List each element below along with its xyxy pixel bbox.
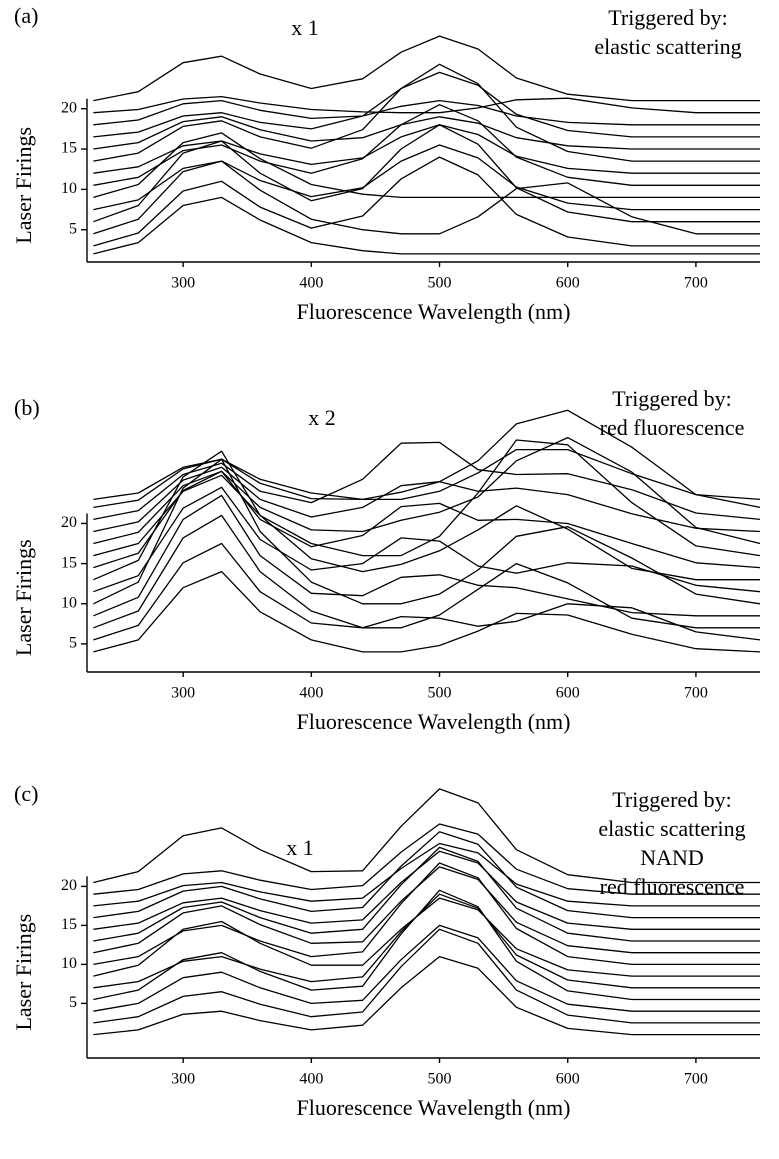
x-tick-label: 500 (428, 275, 452, 292)
spectrum-trace (93, 436, 761, 545)
spectrum-trace (93, 124, 760, 174)
spectrum-trace (93, 470, 761, 569)
y-axis-label: Laser Firings (11, 914, 36, 1031)
x-tick-label: 600 (556, 685, 580, 702)
spectrum-trace (93, 823, 760, 895)
x-tick-label: 400 (299, 1071, 323, 1088)
trigger-text: NAND (640, 845, 704, 870)
spectrum-trace (93, 439, 761, 557)
spectrum-trace (93, 450, 760, 581)
spectrum-trace (93, 846, 760, 942)
spectrum-trace (93, 897, 760, 977)
y-axis-label: Laser Firings (11, 539, 36, 656)
y-tick-label: 10 (61, 955, 77, 972)
scale-label: x 2 (308, 405, 336, 430)
trigger-text: red fluorescence (600, 874, 745, 899)
spectrum-trace (93, 862, 760, 966)
panel-label: (c) (14, 781, 38, 806)
y-tick-label: 15 (61, 140, 77, 157)
spectrum-trace (93, 570, 761, 653)
spectrum-trace (93, 494, 760, 617)
spectrum-trace (93, 893, 760, 989)
y-tick-label: 20 (61, 99, 77, 116)
y-tick-label: 5 (69, 994, 77, 1011)
trigger-text: red fluorescence (600, 415, 745, 440)
spectrum-trace (93, 458, 761, 605)
spectrum-trace (93, 850, 760, 930)
x-tick-label: 500 (428, 685, 452, 702)
spectrum-trace (93, 441, 761, 521)
spectrum-trace (93, 132, 760, 199)
spectrum-trace (93, 542, 761, 641)
x-tick-label: 600 (556, 1071, 580, 1088)
spectrum-trace (93, 99, 760, 126)
x-tick-label: 300 (171, 685, 195, 702)
spectrum-trace (93, 842, 760, 907)
spectrum-trace (93, 831, 760, 919)
x-axis-label: Fluorescence Wavelength (nm) (297, 299, 571, 324)
x-tick-label: 500 (428, 1071, 452, 1088)
spectrum-trace (93, 448, 761, 501)
spectrum-trace (93, 116, 760, 150)
y-tick-label: 10 (61, 180, 77, 197)
spectrum-trace (93, 955, 760, 1036)
y-tick-label: 15 (61, 554, 77, 571)
panel-label: (a) (14, 3, 38, 28)
x-tick-label: 700 (684, 275, 708, 292)
spectrum-trace (93, 35, 760, 102)
x-axis-label: Fluorescence Wavelength (nm) (297, 1095, 571, 1120)
x-tick-label: 300 (171, 1071, 195, 1088)
trigger-text: Triggered by: (612, 386, 732, 411)
spectrum-trace (93, 486, 761, 593)
x-tick-label: 400 (299, 685, 323, 702)
trigger-text: elastic scattering (598, 816, 745, 841)
y-tick-label: 5 (69, 635, 77, 652)
trigger-text: Triggered by: (608, 5, 728, 30)
trigger-text: elastic scattering (594, 34, 741, 59)
spectrum-trace (93, 924, 760, 1012)
panel: 300 400 500 600 700 5 10 15 20 Fluorescence Wavel… (11, 781, 760, 1120)
spectrum-trace (93, 928, 760, 1024)
x-tick-label: 600 (556, 275, 580, 292)
x-tick-label: 700 (684, 1071, 708, 1088)
x-tick-label: 300 (171, 275, 195, 292)
x-tick-label: 700 (684, 685, 708, 702)
spectrum-trace (93, 156, 760, 247)
spectrum-trace (93, 160, 760, 235)
spectrum-trace (93, 95, 760, 114)
y-tick-label: 20 (61, 877, 77, 894)
spectrum-trace (93, 196, 760, 255)
scale-label: x 1 (286, 835, 314, 860)
spectrum-trace (93, 144, 760, 211)
y-tick-label: 5 (69, 220, 77, 237)
x-axis-label: Fluorescence Wavelength (nm) (297, 709, 571, 734)
spectrum-trace (93, 514, 760, 629)
panel: 300 400 500 600 700 5 10 15 20 Fluorescence Wavel… (11, 3, 760, 324)
panel: 300 400 500 600 700 5 10 15 20 Fluorescence Wavel… (11, 386, 761, 734)
y-tick-label: 10 (61, 594, 77, 611)
scale-label: x 1 (291, 15, 319, 40)
x-tick-label: 400 (299, 275, 323, 292)
spectrum-trace (93, 866, 760, 954)
y-axis-label: Laser Firings (11, 127, 36, 244)
trigger-text: Triggered by: (612, 787, 732, 812)
spectrum-trace (93, 71, 760, 138)
y-tick-label: 20 (61, 514, 77, 531)
spectrum-trace (93, 466, 761, 533)
spectrum-trace (93, 409, 761, 509)
spectrum-trace (93, 889, 760, 1001)
y-tick-label: 15 (61, 916, 77, 933)
spectrum-trace (93, 788, 760, 884)
panel-label: (b) (14, 395, 40, 420)
